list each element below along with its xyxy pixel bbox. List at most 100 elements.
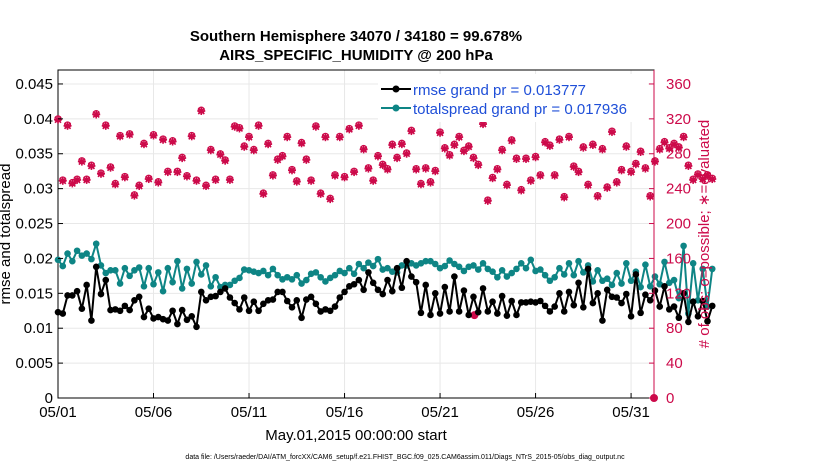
obs-evaluated-stroke	[484, 197, 492, 205]
data-point-rmse	[174, 320, 181, 328]
obs-evaluated-point	[96, 169, 105, 178]
obs-evaluated-stroke	[565, 133, 573, 141]
data-point-spread	[513, 265, 520, 273]
obs-evaluated-point	[54, 115, 62, 124]
y-right-tick-label: 40	[666, 355, 683, 372]
y-left-tick-label: 0.01	[24, 320, 53, 337]
data-point-spread	[575, 257, 582, 265]
data-point-spread	[116, 280, 124, 287]
data-point-spread	[226, 281, 234, 289]
data-point-spread	[546, 277, 554, 285]
obs-evaluated-stroke	[474, 161, 482, 169]
obs-evaluated-stroke	[407, 127, 415, 135]
data-point-spread	[365, 259, 372, 266]
data-point-spread	[288, 276, 296, 283]
obs-evaluated-stroke	[383, 165, 392, 174]
legend-spread-label: totalspread grand pr = 0.017936	[413, 101, 627, 118]
obs-evaluated-point	[330, 171, 339, 180]
data-point-spread	[188, 280, 196, 287]
obs-evaluated-point	[149, 131, 158, 140]
data-point-spread	[88, 255, 95, 263]
data-point-spread	[183, 265, 191, 273]
data-point-spread	[360, 264, 367, 272]
obs-evaluated-stroke	[235, 124, 244, 133]
data-point-spread	[73, 247, 81, 255]
obs-evaluated-stroke	[403, 150, 411, 158]
data-point-rmse	[288, 303, 296, 311]
obs-evaluated-stroke	[68, 179, 76, 187]
data-point-spread	[422, 257, 430, 265]
obs-evaluated-stroke	[689, 176, 697, 184]
y-right-tick-label: 160	[666, 250, 691, 267]
obs-evaluated-stroke	[469, 154, 478, 162]
data-point-spread	[202, 262, 210, 269]
data-point-spread	[484, 265, 492, 273]
obs-evaluated-point	[206, 146, 215, 155]
data-point-rmse	[164, 317, 172, 324]
obs-evaluated-point	[292, 177, 301, 186]
data-point-rmse	[646, 296, 654, 304]
data-point-spread	[489, 268, 496, 275]
data-point-spread	[212, 273, 219, 281]
y-left-tick-label: 0.005	[15, 355, 53, 372]
data-point-spread	[154, 269, 162, 276]
data-point-spread	[517, 260, 525, 267]
data-point-spread	[708, 265, 716, 273]
data-point-rmse	[570, 301, 578, 309]
data-point-rmse	[460, 287, 468, 294]
data-point-spread	[503, 273, 511, 280]
data-point-rmse	[403, 257, 410, 265]
data-point-rmse	[250, 298, 258, 305]
obs-evaluated-stroke	[522, 155, 530, 163]
obs-evaluated-stroke	[293, 178, 301, 186]
data-point-rmse	[78, 305, 86, 312]
obs-evaluated-stroke	[102, 122, 110, 130]
obs-evaluated-point	[187, 132, 196, 141]
obs-evaluated-point	[560, 193, 569, 202]
data-point-rmse	[73, 287, 81, 295]
obs-evaluated-point	[302, 155, 311, 164]
obs-evaluated-point	[316, 189, 325, 198]
obs-evaluated-point	[502, 181, 511, 190]
obs-evaluated-stroke	[555, 136, 564, 144]
data-point-rmse	[575, 279, 582, 287]
obs-evaluated-stroke	[684, 162, 692, 170]
data-point-rmse	[651, 287, 659, 294]
data-point-rmse	[384, 276, 391, 284]
obs-evaluated-stroke	[627, 168, 635, 176]
obs-evaluated-stroke	[278, 152, 287, 160]
obs-evaluated-stroke	[202, 182, 210, 190]
data-point-rmse	[169, 307, 176, 315]
data-point-rmse	[665, 306, 673, 313]
data-point-rmse	[240, 294, 248, 301]
data-point-rmse	[64, 292, 71, 299]
obs-evaluated-stroke	[197, 107, 205, 115]
obs-evaluated-point	[474, 161, 483, 170]
obs-evaluated-point	[545, 141, 554, 150]
legend-spread-marker	[392, 104, 400, 112]
data-point-spread	[608, 281, 616, 289]
obs-evaluated-stroke	[59, 177, 67, 185]
obs-evaluated-stroke	[398, 140, 406, 148]
y-left-tick-label: 0.025	[15, 216, 53, 233]
data-point-spread	[92, 240, 100, 248]
data-point-rmse	[618, 299, 625, 307]
obs-evaluated-point	[378, 161, 387, 170]
data-point-spread	[580, 269, 587, 276]
data-point-spread	[341, 269, 348, 277]
obs-evaluated-point	[139, 140, 148, 149]
data-point-rmse	[656, 303, 664, 310]
obs-evaluated-stroke	[321, 133, 330, 141]
obs-evaluated-stroke	[221, 157, 229, 165]
obs-evaluated-stroke	[708, 175, 716, 183]
data-point-spread	[135, 264, 143, 271]
obs-evaluated-point	[254, 121, 263, 130]
obs-evaluated-stroke	[360, 145, 368, 153]
obs-evaluated-point	[693, 170, 702, 179]
obs-evaluated-stroke	[489, 174, 497, 182]
data-point-spread	[479, 260, 487, 267]
data-point-rmse	[202, 296, 210, 304]
data-point-spread	[164, 264, 172, 272]
obs-evaluated-stroke	[326, 195, 334, 203]
